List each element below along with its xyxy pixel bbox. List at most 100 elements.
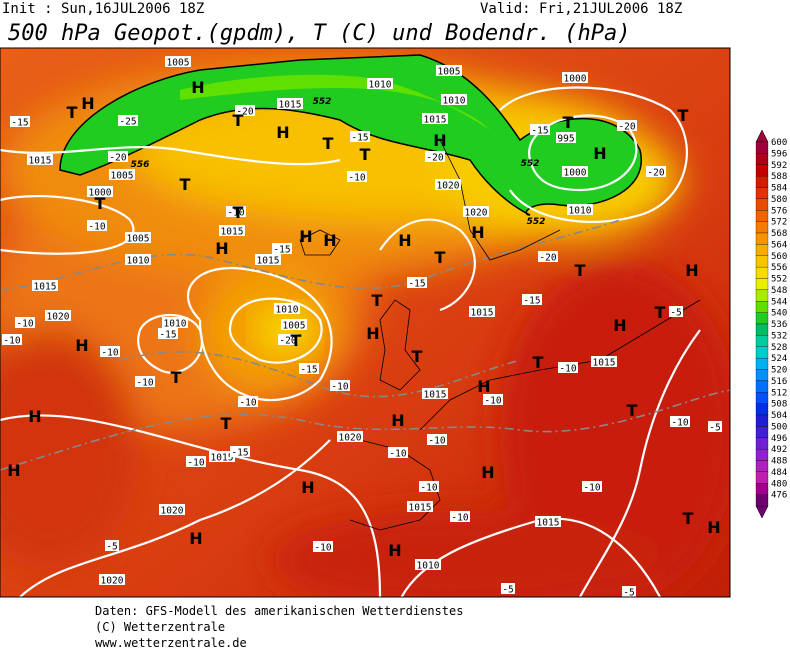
- isobar-label: 1015: [471, 308, 494, 319]
- isobar-label: 1020: [465, 208, 488, 219]
- pressure-center: T: [435, 248, 446, 267]
- temperature-label: -10: [187, 458, 204, 469]
- colorbar-swatch: [755, 198, 769, 211]
- colorbar-label: 492: [771, 445, 787, 455]
- colorbar-label: 580: [771, 195, 787, 205]
- label-box: [32, 280, 58, 291]
- colorbar-label: 528: [771, 343, 787, 353]
- label-box: [407, 277, 427, 288]
- temperature-label: -10: [239, 398, 256, 409]
- label-box: [622, 586, 636, 597]
- label-box: [10, 116, 30, 127]
- colorbar-swatch: [755, 164, 769, 177]
- isobar-label: 1015: [424, 115, 447, 126]
- label-box: [425, 151, 445, 162]
- pressure-center: H: [433, 131, 446, 150]
- geopotential-label: 556: [131, 160, 150, 170]
- label-box: [162, 317, 188, 328]
- pressure-center: T: [372, 291, 383, 310]
- pressure-center: H: [189, 529, 202, 548]
- isobar-label: 1000: [89, 188, 112, 199]
- temperature-label: -15: [231, 448, 248, 459]
- label-box: [186, 456, 206, 467]
- label-box: [350, 131, 370, 142]
- isobar-label: 1015: [409, 503, 432, 514]
- isobar-label: 1015: [424, 390, 447, 401]
- label-box: [337, 431, 363, 442]
- temperature-label: -10: [671, 418, 688, 429]
- label-box: [125, 254, 151, 265]
- isobar-label: 1020: [339, 433, 362, 444]
- pressure-center: T: [533, 353, 544, 372]
- temperature-label: -10: [3, 336, 20, 347]
- label-box: [226, 206, 246, 217]
- temperature-label: -5: [502, 585, 513, 596]
- colorbar-swatch: [755, 460, 769, 473]
- pressure-center: T: [171, 368, 182, 387]
- label-box: [562, 72, 588, 83]
- colorbar-label: 524: [771, 354, 787, 364]
- pressure-center: H: [81, 94, 94, 113]
- colorbar-cap: [755, 505, 769, 519]
- pressure-center: H: [75, 336, 88, 355]
- isobar-label: 1010: [369, 80, 392, 91]
- init-time: Init : Sun,16JUL2006 18Z: [2, 1, 204, 17]
- temperature-label: -15: [300, 365, 317, 376]
- isobar-label: 1010: [569, 206, 592, 217]
- label-box: [99, 574, 125, 585]
- temperature-label: -15: [11, 118, 28, 129]
- colorbar-label: 536: [771, 320, 787, 330]
- pressure-center: H: [366, 324, 379, 343]
- pressure-center: H: [301, 478, 314, 497]
- pressure-center: T: [233, 111, 244, 130]
- label-box: [313, 541, 333, 552]
- colorbar-swatch: [755, 301, 769, 313]
- colorbar-swatch: [755, 369, 769, 382]
- colorbar-swatch: [755, 266, 769, 279]
- geopotential-label: 552: [521, 159, 540, 169]
- colorbar-label: 596: [771, 149, 787, 159]
- label-box: [367, 78, 393, 89]
- colorbar-label: 508: [771, 400, 787, 410]
- label-box: [415, 559, 441, 570]
- colorbar-label: 568: [771, 229, 787, 239]
- temperature-label: -20: [426, 153, 443, 164]
- label-box: [108, 151, 128, 162]
- temperature-label: -20: [647, 168, 664, 179]
- temperature-label: -10: [484, 396, 501, 407]
- colorbar-swatch: [755, 335, 769, 347]
- pressure-center: T: [655, 303, 666, 322]
- colorbar-swatch: [755, 244, 769, 256]
- temperature-label: -10: [314, 543, 331, 554]
- label-box: [538, 251, 558, 262]
- colorbar-swatch: [755, 483, 769, 495]
- pressure-center: T: [678, 106, 689, 125]
- pressure-center: T: [233, 203, 244, 222]
- label-box: [708, 421, 722, 432]
- map: 1005 1010 1005 1000 1015 1010 1015 995 1000 1015 1…: [0, 48, 730, 597]
- colorbar-label: 516: [771, 377, 787, 387]
- label-box: [272, 243, 292, 254]
- temperature-label: -10: [451, 513, 468, 524]
- pressure-center: T: [323, 134, 334, 153]
- label-box: [530, 124, 550, 135]
- isobar-label: 1020: [101, 576, 124, 587]
- temperature-label: -10: [389, 449, 406, 460]
- isobar-label: 1015: [279, 100, 302, 111]
- colorbar-label: 520: [771, 366, 787, 376]
- temperature-label: -20: [236, 107, 253, 118]
- footer-line: (C) Wetterzentrale: [95, 620, 225, 634]
- colorbar-label: 600: [771, 138, 787, 148]
- pressure-center: T: [221, 414, 232, 433]
- colorbar-swatch: [755, 380, 769, 393]
- temperature-label: -10: [136, 378, 153, 389]
- colorbar-swatch: [755, 232, 769, 245]
- label-box: [422, 113, 448, 124]
- label-box: [278, 334, 298, 345]
- pressure-center: H: [323, 231, 336, 250]
- label-box: [45, 310, 71, 321]
- colorbar: 6005965925885845805765725685645605565525…: [755, 129, 787, 519]
- label-box: [2, 334, 22, 345]
- label-box: [281, 319, 307, 330]
- label-box: [274, 303, 300, 314]
